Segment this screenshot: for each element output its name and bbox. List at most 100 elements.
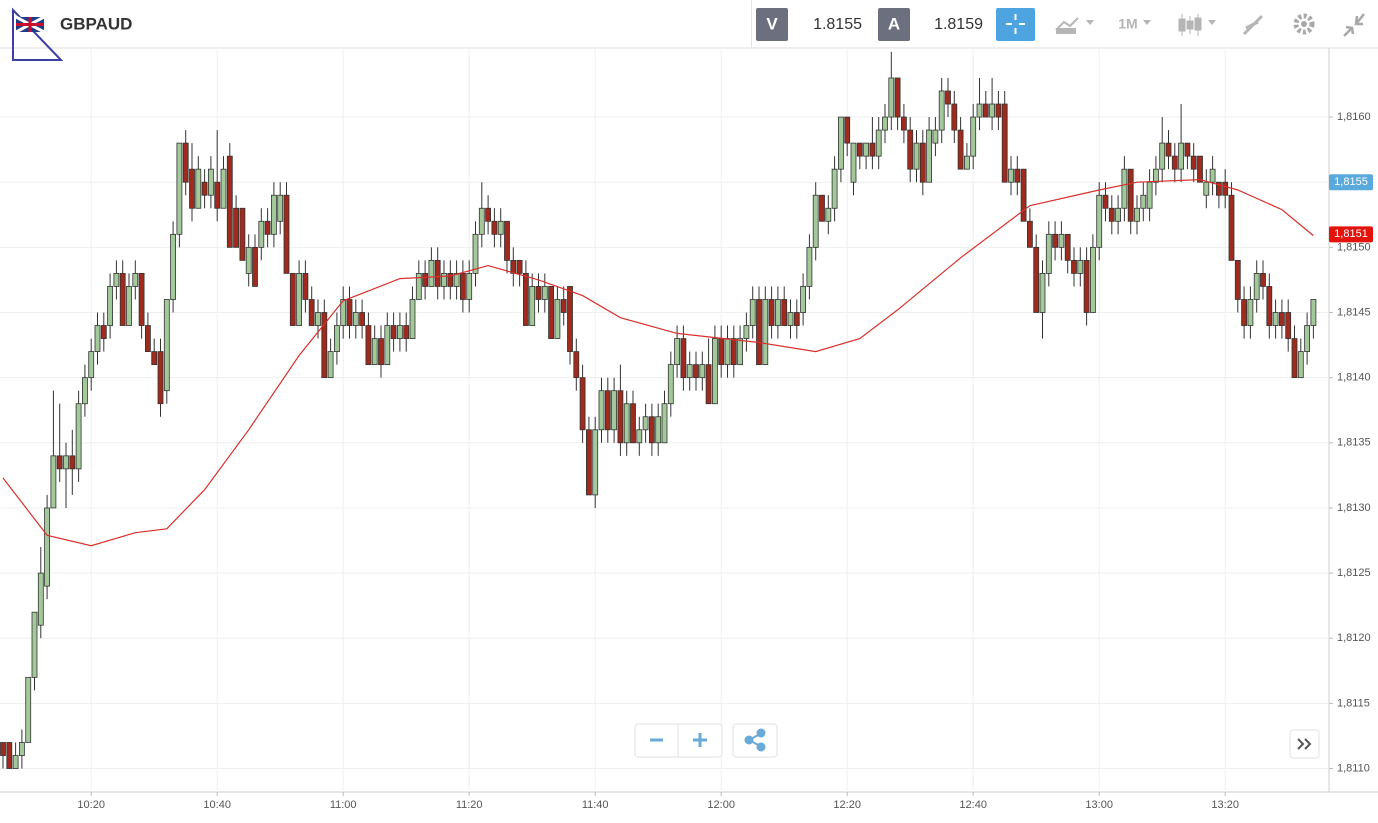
scroll-end-button[interactable] <box>1289 729 1320 759</box>
candle-body <box>1153 168 1159 183</box>
candle-body <box>378 338 384 366</box>
candle-body <box>50 455 57 509</box>
candle-body <box>289 273 296 326</box>
candle-body <box>220 168 227 209</box>
candle-body <box>270 194 277 235</box>
candle-body <box>1304 325 1310 352</box>
candle-body <box>724 338 731 366</box>
candle-body <box>573 351 580 379</box>
candle-body <box>359 312 366 326</box>
corner-marker <box>12 7 64 61</box>
candle-body <box>384 325 391 366</box>
bid-label[interactable]: V <box>766 14 778 33</box>
x-tick-label: 13:00 <box>1085 799 1113 811</box>
candle-body <box>12 755 19 769</box>
candle-body <box>882 116 888 131</box>
candle-body <box>510 259 517 274</box>
candle-body <box>1027 220 1033 248</box>
candle-body <box>825 207 832 222</box>
candle-body <box>1171 155 1178 170</box>
candle-body <box>781 299 788 326</box>
zoom-in[interactable] <box>693 733 707 747</box>
candle-body <box>107 286 113 326</box>
candle-body <box>1228 194 1235 261</box>
bid-badge[interactable] <box>756 8 788 41</box>
candle-body <box>409 299 416 339</box>
share-button[interactable] <box>732 723 778 758</box>
candle-body <box>239 207 246 261</box>
x-tick-label: 12:40 <box>959 799 987 811</box>
candle-body <box>226 155 233 248</box>
candle-body <box>1209 168 1216 183</box>
settings-button[interactable] <box>1293 13 1315 35</box>
toolbar <box>0 0 1378 48</box>
candle-body <box>37 572 44 626</box>
candle-body <box>163 299 170 392</box>
candle-body <box>132 273 139 287</box>
candle-body <box>1001 103 1008 183</box>
candle-body <box>1146 181 1153 209</box>
candle-body <box>1083 259 1090 313</box>
candle-body <box>787 312 794 326</box>
x-tick-label: 11:20 <box>456 799 483 811</box>
candle-body <box>434 259 441 287</box>
candle-body <box>642 416 649 431</box>
candle-body <box>69 455 76 470</box>
candle-body <box>252 246 258 287</box>
x-tick-label: 11:00 <box>330 799 357 811</box>
candle-body <box>207 168 214 196</box>
share-icon <box>744 728 766 752</box>
candle-body <box>649 416 655 444</box>
candle-body <box>926 129 932 183</box>
candle-body <box>6 742 13 769</box>
candle-body <box>1279 312 1285 326</box>
ask-price: 1.8159 <box>934 16 983 33</box>
draw-button[interactable] <box>1242 14 1264 36</box>
candle-body <box>598 390 605 431</box>
indicator-button[interactable] <box>1055 17 1094 34</box>
collapse-button[interactable] <box>1343 13 1365 37</box>
candle-body <box>529 286 536 326</box>
candle-body <box>863 142 869 157</box>
candle-body <box>970 116 977 157</box>
crosshair-button[interactable] <box>996 8 1035 41</box>
crosshair-icon <box>1006 14 1025 34</box>
candle-body <box>894 77 901 118</box>
candle-body <box>497 220 504 235</box>
y-tick-label: 1,8110 <box>1337 762 1370 774</box>
candle-body <box>31 611 38 678</box>
candle-body <box>1216 181 1222 196</box>
candle-body <box>176 142 183 235</box>
ask-badge[interactable] <box>878 8 910 41</box>
candle-body <box>516 259 523 274</box>
candle-body <box>844 116 851 144</box>
timeframe-caret <box>1143 20 1151 25</box>
candle-body <box>1285 312 1292 339</box>
candle-body <box>1071 259 1077 274</box>
candle-body <box>982 103 989 118</box>
ask-label[interactable]: A <box>888 14 900 33</box>
candle-body <box>1033 246 1040 313</box>
candle-body <box>1039 273 1046 313</box>
y-tick-label: 1,8120 <box>1337 632 1371 644</box>
chart-type-button[interactable] <box>1178 14 1216 36</box>
candle-body <box>1297 351 1304 379</box>
candle-body <box>88 351 95 379</box>
candle-body <box>831 168 838 209</box>
candle-body <box>655 416 662 444</box>
candle-body <box>182 142 189 183</box>
candle-body <box>1008 168 1014 183</box>
candle-body <box>554 299 561 339</box>
candle-body <box>327 351 334 379</box>
candle-body <box>592 429 599 496</box>
candle-body <box>100 325 107 339</box>
x-tick-label: 13:20 <box>1211 799 1239 811</box>
candle-body <box>1190 155 1197 170</box>
candle-body <box>806 246 813 287</box>
timeframe[interactable]: 1M <box>1118 16 1137 32</box>
x-tick-label: 12:00 <box>707 799 735 811</box>
candle-body <box>667 364 674 405</box>
candle-body <box>800 286 806 313</box>
candle-body <box>485 207 492 222</box>
